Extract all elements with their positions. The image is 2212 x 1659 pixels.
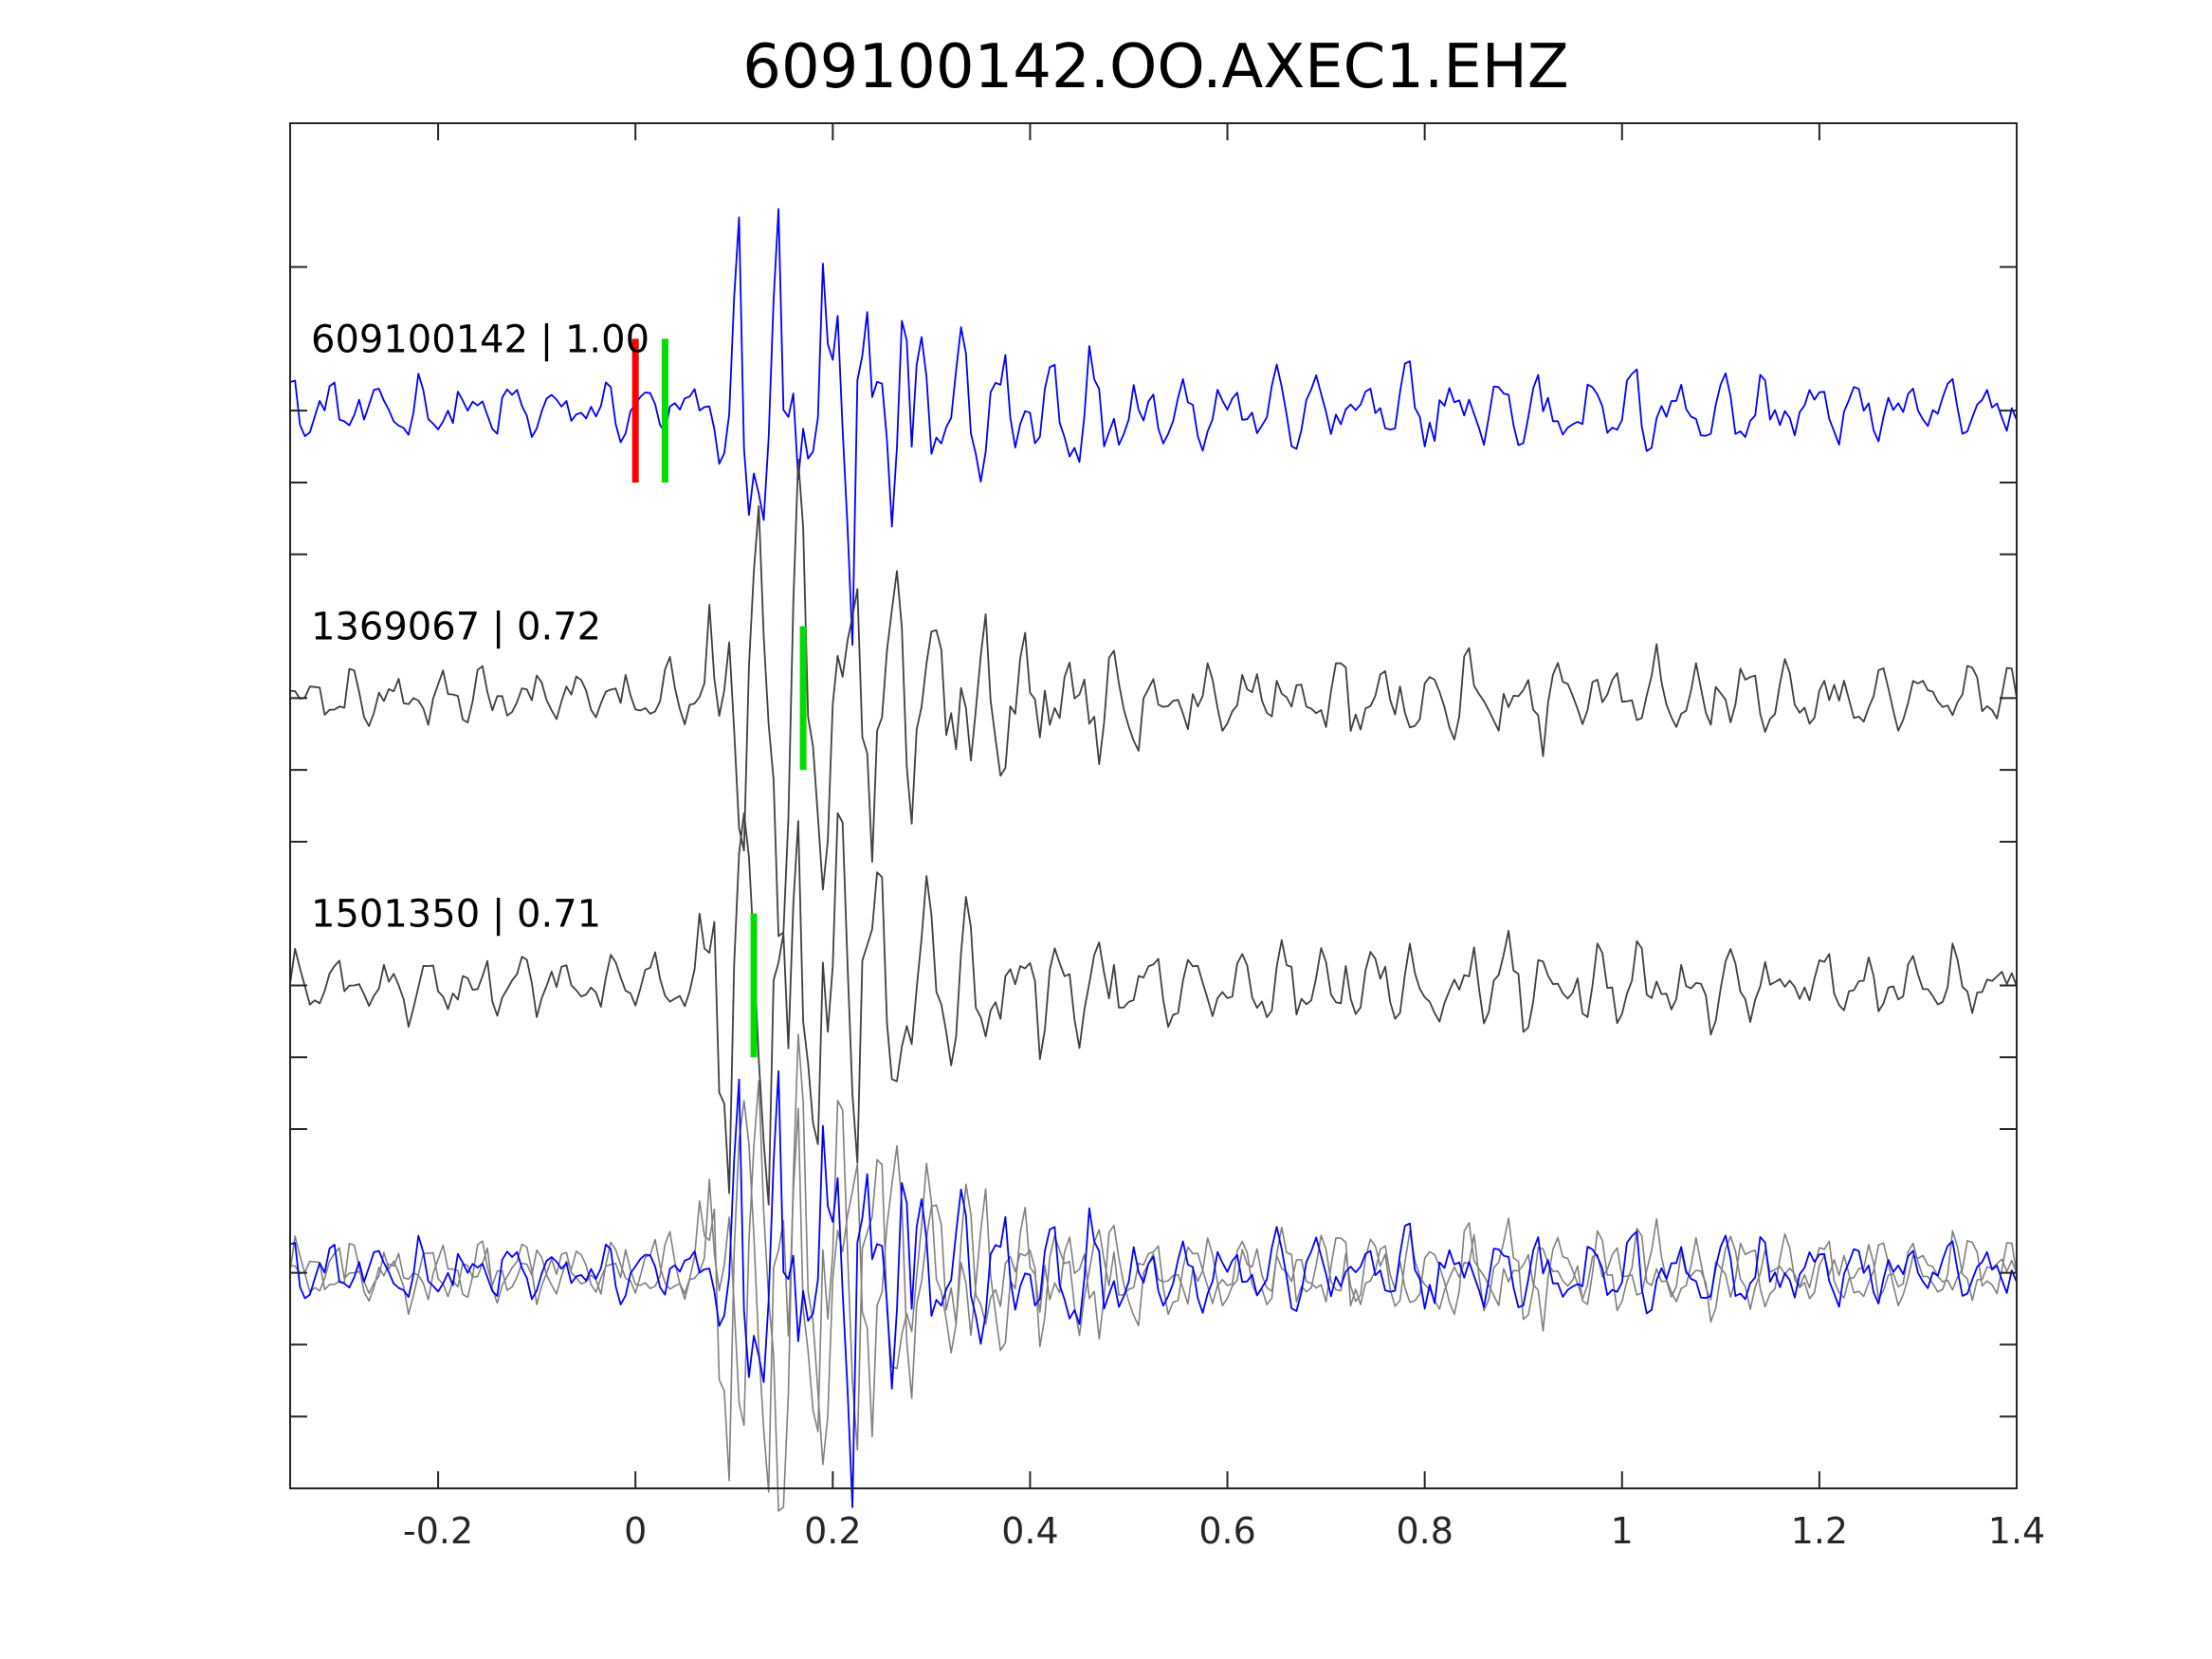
x-tick-label: 1 (1611, 1510, 1634, 1552)
trace-1369067 (289, 458, 2018, 938)
x-tick-label: 1.4 (1988, 1510, 2045, 1552)
trace-label-1501350: 1501350 | 0.71 (311, 893, 601, 937)
x-tick-label: 0.6 (1198, 1510, 1255, 1552)
trace-609100142 (289, 208, 2018, 647)
overlay-trace-1369067 (289, 1033, 2018, 1512)
x-tick-label: 0.2 (804, 1510, 861, 1552)
trace-1501350 (289, 811, 2018, 1206)
overlay-trace-1501350 (289, 1100, 2018, 1493)
chart-title: 609100142.OO.AXEC1.EHZ (742, 32, 1569, 102)
trace-label-609100142: 609100142 | 1.00 (311, 318, 649, 361)
overlay-trace-609100142 (289, 1070, 2018, 1508)
x-tick-label: 1.2 (1791, 1510, 1848, 1552)
x-tick-label: 0 (624, 1510, 647, 1552)
axes-frame (289, 122, 2018, 1489)
plot-area: 609100142 | 1.00 1369067 | 0.72 1501350 | … (289, 122, 2045, 1552)
trace-label-1369067: 1369067 | 0.72 (311, 606, 601, 649)
x-tick-label: 0.8 (1396, 1510, 1453, 1552)
x-tick-label: 0.4 (1001, 1510, 1058, 1552)
x-tick-label: -0.2 (403, 1510, 473, 1552)
